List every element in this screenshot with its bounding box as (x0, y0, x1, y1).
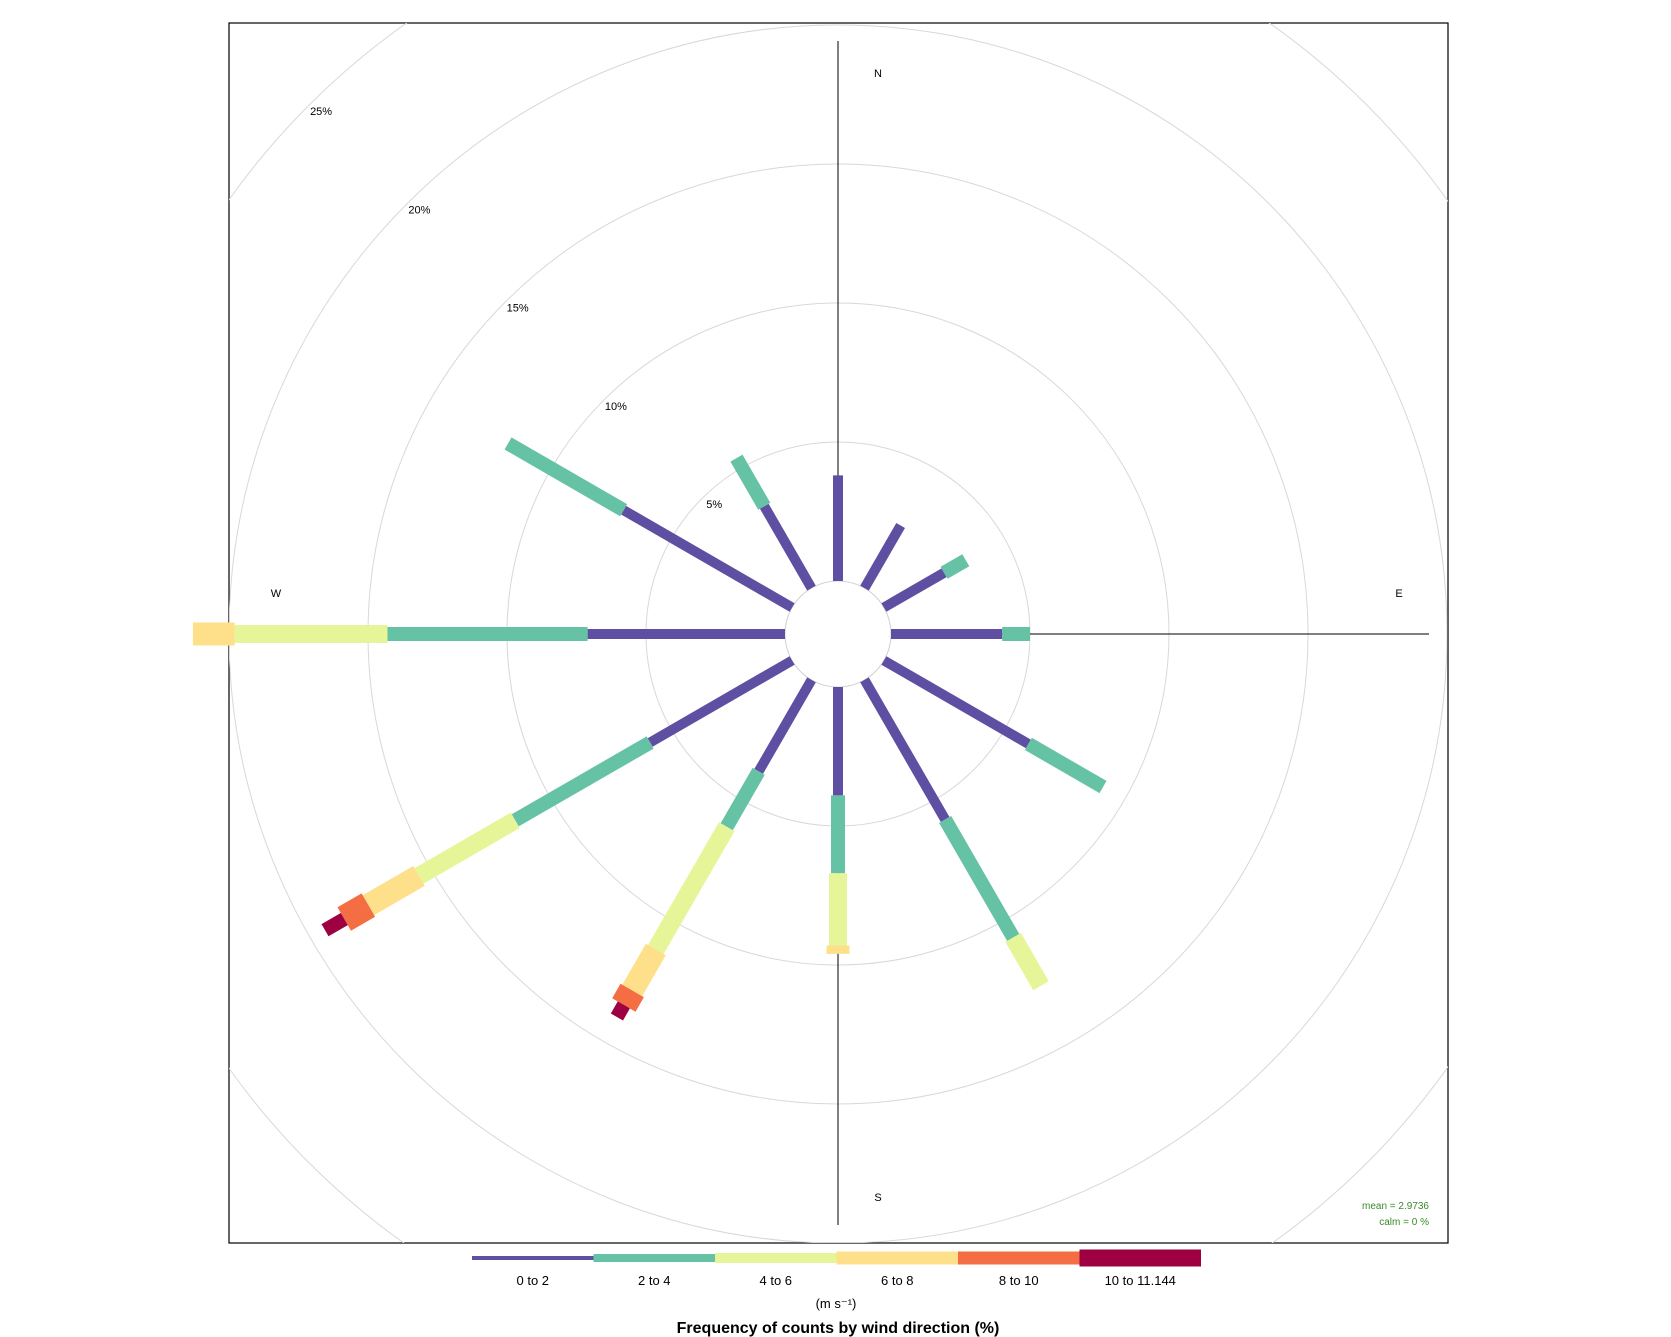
paddle-120-bin-2 (1024, 737, 1107, 794)
legend-swatch-4 (836, 1251, 958, 1265)
paddle-240-bin-6 (321, 913, 348, 937)
paddle-180-bin-1 (833, 687, 843, 796)
ring-label-3: 15% (507, 303, 529, 315)
stat-mean: mean = 2.9736 (1362, 1201, 1429, 1212)
legend-label-4: 6 to 8 (881, 1273, 914, 1288)
paddle-180-bin-2 (831, 795, 845, 874)
legend-label-1: 0 to 2 (516, 1273, 549, 1288)
paddle-240-bin-2 (511, 736, 654, 827)
paddle-150-bin-1 (860, 677, 950, 822)
ring-label-4: 20% (408, 204, 430, 216)
paddle-210-bin-6 (610, 1001, 630, 1021)
ring-label-2: 10% (605, 401, 627, 413)
grid-ring-4 (229, 24, 1448, 1243)
legend-swatch-2 (593, 1254, 715, 1262)
paddle-120-bin-1 (881, 656, 1031, 749)
paddle-240-bin-4 (362, 866, 425, 916)
ring-labels: 5% 10% 15% 20% 25% (310, 106, 722, 511)
legend-swatch-3 (715, 1253, 837, 1263)
paddle-90-bin-1 (891, 629, 1003, 639)
paddle-240-bin-1 (647, 656, 795, 747)
legend-swatch-6 (1079, 1249, 1201, 1267)
legend-units: (m s⁻¹) (816, 1296, 857, 1311)
paddle-300-bin-2 (504, 437, 628, 517)
stat-calm: calm = 0 % (1379, 1217, 1429, 1228)
paddle-270-bin-3 (234, 625, 388, 643)
compass-label-e: E (1395, 588, 1402, 600)
paddle-210-bin-2 (720, 767, 765, 831)
paddle-210-bin-3 (648, 822, 735, 954)
paddle-150-bin-3 (1005, 933, 1049, 991)
paddle-90-bin-2 (1002, 627, 1030, 641)
paddle-150-bin-2 (939, 816, 1020, 941)
chart-title: Frequency of counts by wind direction (%… (677, 1320, 1000, 1337)
paddle-0-bin-1 (833, 475, 843, 581)
compass-label-n: N (874, 68, 882, 80)
paddle-270-bin-2 (387, 627, 588, 641)
legend-swatch-1 (472, 1256, 594, 1260)
legend-label-3: 4 to 6 (759, 1273, 792, 1288)
paddle-330-bin-1 (759, 503, 816, 591)
compass-label-w: W (271, 588, 282, 600)
compass-label-s: S (874, 1192, 881, 1204)
paddle-300-bin-1 (621, 505, 795, 612)
paddle-240-bin-3 (414, 812, 520, 884)
ring-label-1: 5% (706, 499, 722, 511)
legend-swatch-5 (958, 1251, 1080, 1265)
paddle-60-bin-2 (940, 554, 970, 579)
ring-label-5: 25% (310, 106, 332, 118)
paddle-330-bin-2 (730, 454, 771, 510)
paddle-240-bin-5 (337, 893, 376, 931)
paddle-30-bin-1 (860, 523, 905, 591)
paddle-270-bin-4 (192, 622, 235, 646)
speed-legend: 0 to 2 2 to 4 4 to 6 6 to 8 8 to 10 10 to 11.… (472, 1249, 1201, 1288)
paddle-270-bin-1 (587, 629, 785, 639)
paddle-180-bin-3 (829, 873, 847, 946)
paddle-60-bin-1 (881, 568, 947, 612)
paddle-180-bin-4 (826, 945, 850, 954)
calm-circle (784, 580, 892, 688)
paddle-210-bin-5 (612, 983, 644, 1012)
wind-paddles (192, 437, 1107, 1021)
legend-label-6: 10 to 11.144 (1105, 1273, 1176, 1288)
paddle-210-bin-4 (622, 943, 666, 997)
legend-label-5: 8 to 10 (999, 1273, 1039, 1288)
legend-label-2: 2 to 4 (638, 1273, 671, 1288)
paddle-210-bin-1 (754, 677, 816, 774)
